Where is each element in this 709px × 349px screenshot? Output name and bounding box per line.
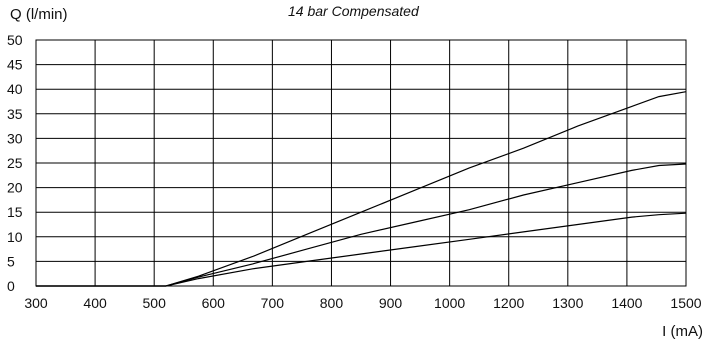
chart-title: 14 bar Compensated xyxy=(288,3,419,19)
y-tick-label: 0 xyxy=(7,278,15,294)
y-tick-label: 10 xyxy=(7,229,23,245)
y-tick-label: 40 xyxy=(7,81,23,97)
y-tick-label: 5 xyxy=(7,253,15,269)
x-tick-label: 700 xyxy=(261,295,285,311)
y-axis-label: Q (l/min) xyxy=(10,6,68,23)
x-tick-label: 400 xyxy=(83,295,107,311)
x-axis-label: I (mA) xyxy=(662,323,703,340)
x-tick-label: 900 xyxy=(379,295,403,311)
x-tick-label: 500 xyxy=(143,295,167,311)
y-tick-label: 30 xyxy=(7,130,23,146)
x-tick-label: 1200 xyxy=(493,295,524,311)
y-tick-label: 45 xyxy=(7,57,23,73)
x-tick-label: 300 xyxy=(24,295,48,311)
x-tick-label: 1500 xyxy=(670,295,701,311)
x-tick-label: 800 xyxy=(320,295,344,311)
series-line-3 xyxy=(36,212,687,287)
x-tick-label: 600 xyxy=(202,295,226,311)
y-tick-label: 15 xyxy=(7,204,23,220)
series-line-1 xyxy=(36,91,687,287)
y-tick-label: 50 xyxy=(7,32,23,48)
y-tick-label: 35 xyxy=(7,106,23,122)
plot-frame xyxy=(35,39,687,287)
x-tick-label: 1400 xyxy=(611,295,642,311)
y-tick-label: 25 xyxy=(7,155,23,171)
x-tick-label: 1300 xyxy=(552,295,583,311)
x-tick-label: 1000 xyxy=(434,295,465,311)
y-tick-label: 20 xyxy=(7,180,23,196)
series-line-2 xyxy=(36,163,687,287)
